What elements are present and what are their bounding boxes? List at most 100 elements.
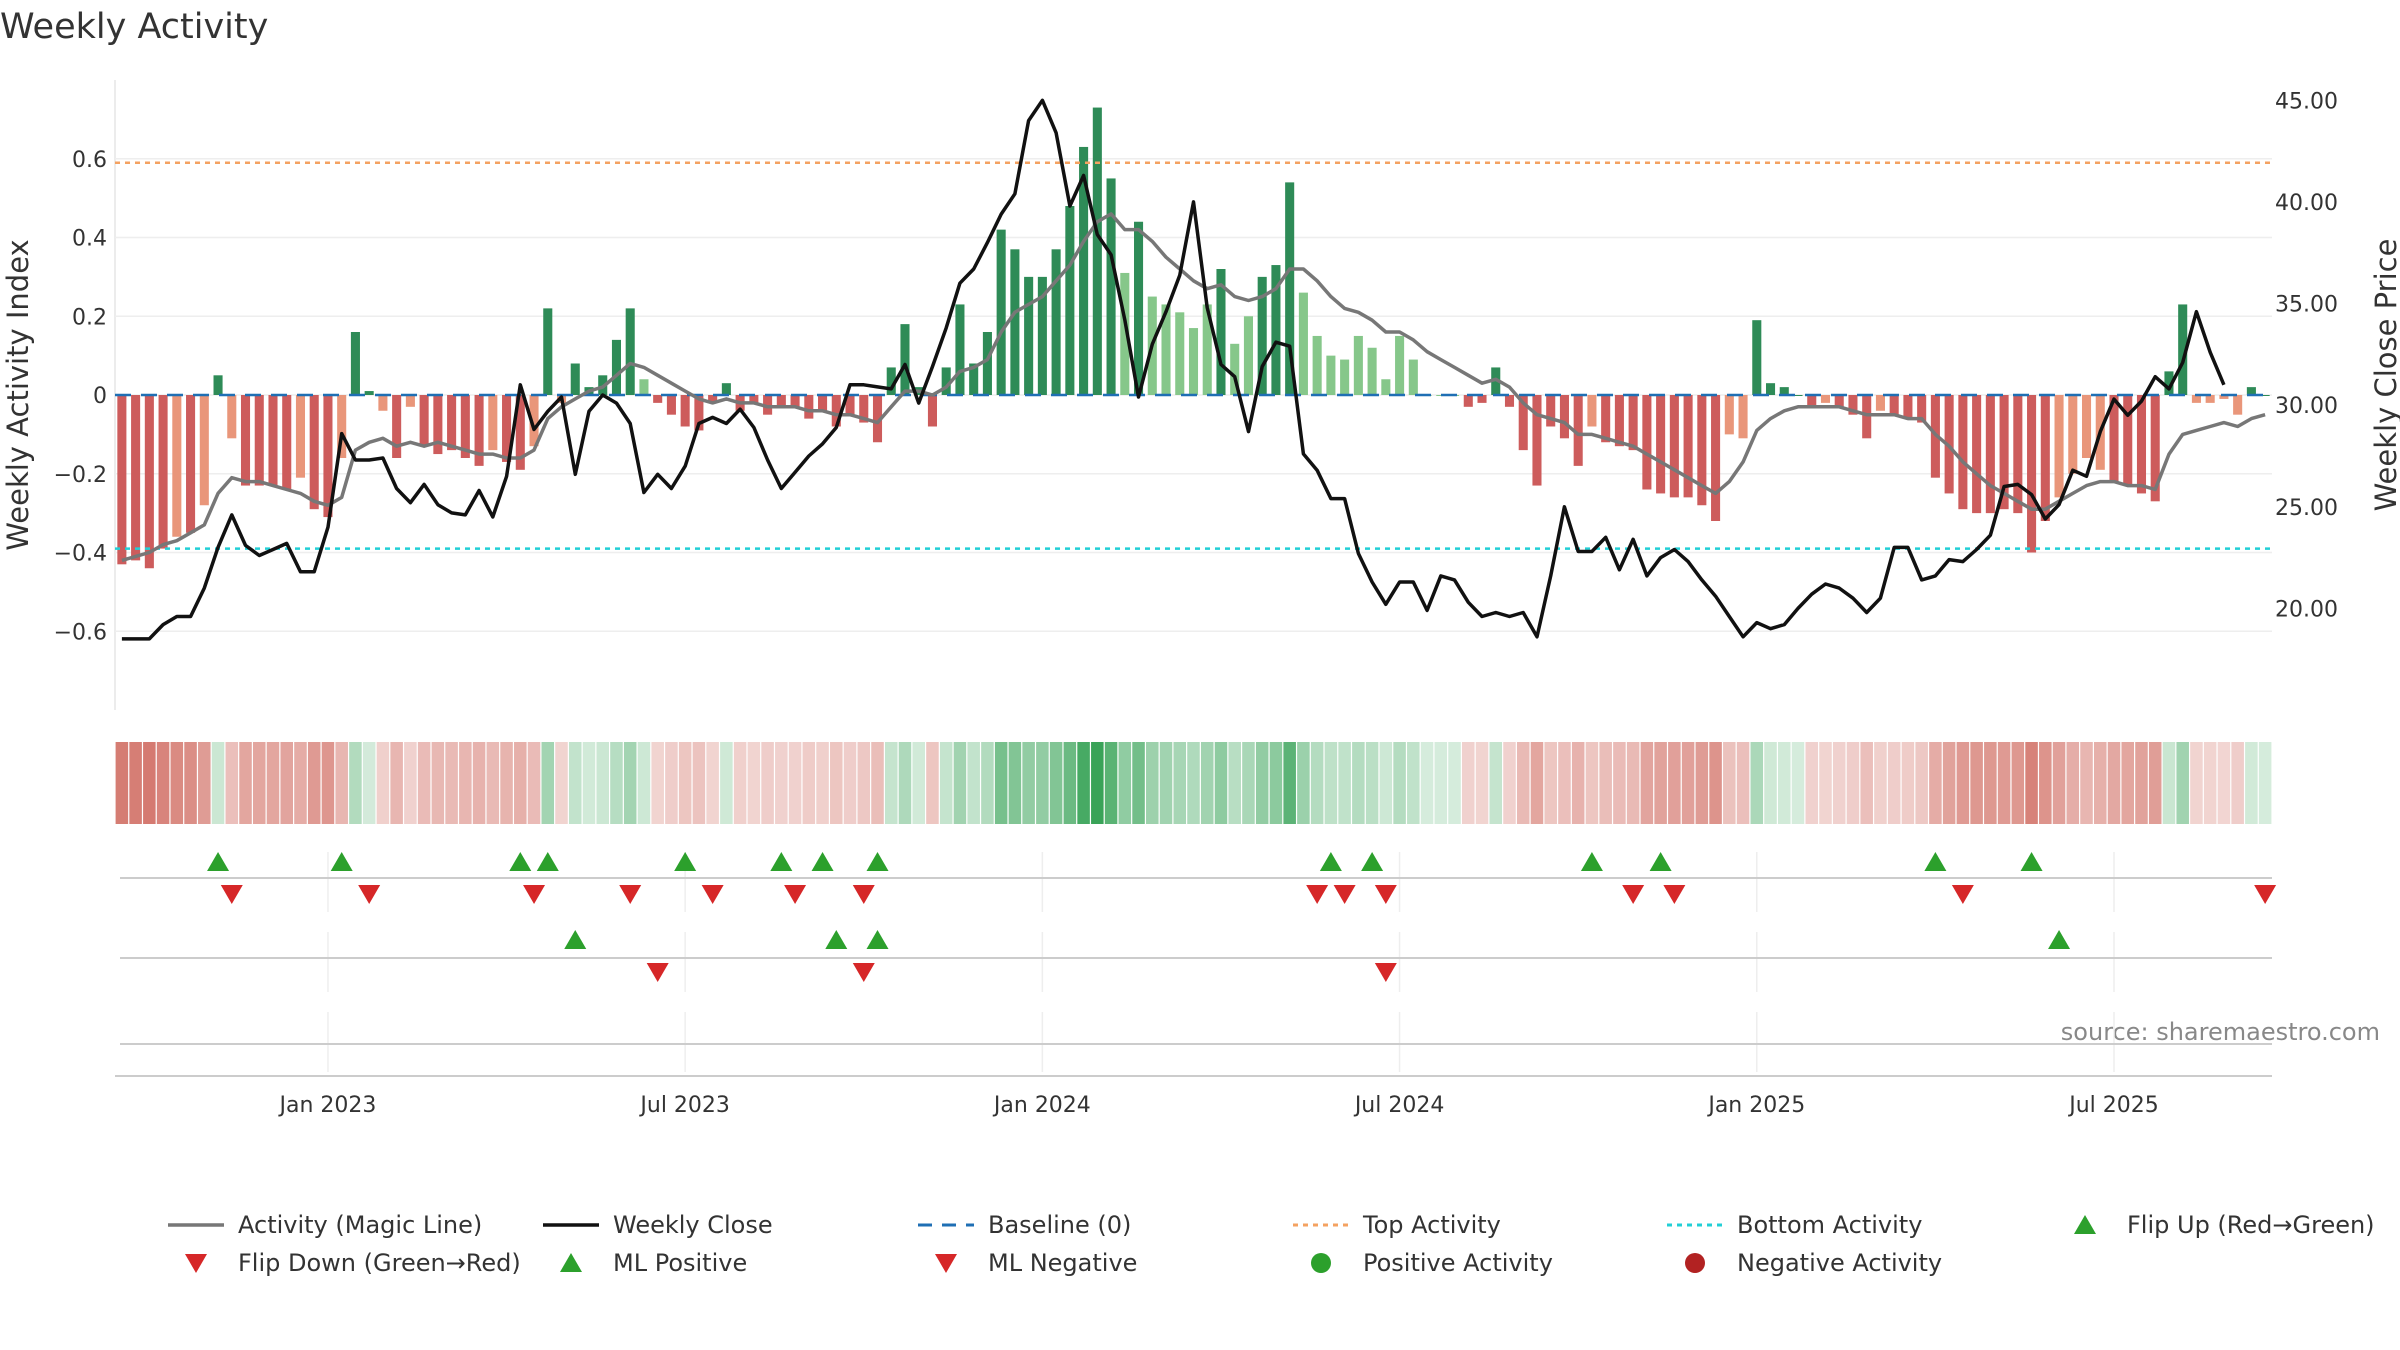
activity-bar xyxy=(295,395,306,478)
flip-down-marker xyxy=(2254,885,2277,904)
heat-cell xyxy=(637,742,651,824)
activity-bar xyxy=(1958,395,1968,510)
activity-bar xyxy=(639,379,649,395)
heat-cell xyxy=(1970,742,1983,824)
heat-cell xyxy=(568,742,582,824)
heat-cell xyxy=(294,742,307,824)
heat-cell xyxy=(1571,742,1585,824)
flip-up-marker xyxy=(1580,852,1603,871)
activity-bar xyxy=(364,391,374,395)
heat-cell xyxy=(129,742,142,824)
heat-cell xyxy=(1956,742,1970,824)
activity-bar xyxy=(1408,359,1418,395)
legend-swatch xyxy=(935,1254,957,1273)
activity-bar xyxy=(405,395,415,407)
heat-cell xyxy=(1269,742,1283,824)
heat-cell xyxy=(1448,742,1461,824)
activity-bar xyxy=(1092,107,1102,395)
activity-bar xyxy=(1230,343,1240,395)
heat-cell xyxy=(967,742,980,824)
heat-cell xyxy=(1750,742,1764,824)
activity-bar xyxy=(1765,383,1776,395)
heat-cell xyxy=(143,742,156,824)
activity-bar xyxy=(240,395,251,486)
heat-cell xyxy=(1530,742,1544,824)
heat-cell xyxy=(252,742,266,824)
activity-bar xyxy=(955,304,965,395)
heat-cell xyxy=(1654,742,1667,824)
heat-cell xyxy=(871,742,884,824)
activity-bar xyxy=(2205,395,2215,403)
heat-cell xyxy=(2052,742,2066,824)
heat-cell xyxy=(1077,742,1090,824)
flip-up-marker xyxy=(674,852,697,871)
legend-swatch xyxy=(1685,1253,1705,1273)
heat-cell xyxy=(1997,742,2011,824)
legend-item: Weekly Close xyxy=(543,1211,773,1239)
activity-bar xyxy=(1752,320,1762,395)
activity-bar xyxy=(1779,387,1789,395)
heat-cell xyxy=(1132,742,1145,824)
heat-cell xyxy=(1695,742,1709,824)
flip-down-marker xyxy=(220,885,243,904)
ml-negative-marker xyxy=(852,963,875,982)
activity-bar xyxy=(886,367,896,395)
activity-bar xyxy=(1079,146,1089,395)
legend-label: Weekly Close xyxy=(613,1211,773,1239)
activity-bar xyxy=(350,332,360,395)
flip-down-marker xyxy=(1622,885,1645,904)
activity-bar xyxy=(1724,395,1734,435)
activity-bar xyxy=(776,395,786,407)
activity-bar xyxy=(1683,395,1693,498)
activity-bar xyxy=(1477,395,1487,403)
activity-bar xyxy=(1436,395,1446,396)
activity-bar xyxy=(186,395,196,533)
legend-item: Flip Down (Green→Red) xyxy=(185,1249,521,1277)
activity-bar xyxy=(1312,335,1322,395)
activity-bar xyxy=(872,395,883,443)
heat-cell xyxy=(1310,742,1324,824)
left-axis-ticks: 0.6 0.4 0.2 0 −0.2 −0.4 −0.6 xyxy=(54,148,107,646)
legend-label: ML Negative xyxy=(988,1249,1137,1277)
activity-bar xyxy=(804,395,814,419)
left-tick-label: 0 xyxy=(93,384,107,409)
heat-cell xyxy=(2190,742,2203,824)
x-tick-label: Jan 2023 xyxy=(277,1093,376,1118)
activity-bar xyxy=(172,395,182,537)
heat-cell xyxy=(514,742,527,824)
legend-label: ML Positive xyxy=(613,1249,747,1277)
heat-cell xyxy=(1022,742,1035,824)
heat-cell xyxy=(1778,742,1791,824)
legend-swatch xyxy=(560,1253,582,1272)
activity-bar xyxy=(1985,395,1995,514)
heat-cell xyxy=(651,742,664,824)
activity-bar xyxy=(488,395,498,451)
heat-cell xyxy=(2107,742,2121,824)
activity-bar xyxy=(337,395,347,458)
heat-cell xyxy=(472,742,486,824)
activity-bar xyxy=(1903,395,1913,419)
legend-item: Positive Activity xyxy=(1311,1249,1553,1277)
heat-cell xyxy=(1791,742,1805,824)
heat-cell xyxy=(1764,742,1777,824)
flip-up-marker xyxy=(1361,852,1384,871)
activity-bar xyxy=(1271,265,1281,395)
activity-bar xyxy=(1738,395,1748,439)
activity-bar xyxy=(969,363,979,395)
activity-bar xyxy=(1573,395,1583,466)
heat-cell xyxy=(2011,742,2025,824)
heat-cell xyxy=(1008,742,1022,824)
ml-negative-marker xyxy=(646,963,669,982)
flip-down-marker xyxy=(701,885,724,904)
activity-bar xyxy=(1037,276,1047,395)
legend-label: Flip Up (Red→Green) xyxy=(2127,1211,2375,1239)
legend-label: Top Activity xyxy=(1362,1211,1501,1239)
heat-cell xyxy=(2121,742,2135,824)
activity-bar xyxy=(268,395,278,486)
activity-bar xyxy=(941,367,951,395)
legend-label: Bottom Activity xyxy=(1737,1211,1922,1239)
activity-bar xyxy=(2246,387,2256,395)
heat-cell xyxy=(1297,742,1310,824)
activity-bar xyxy=(1614,395,1624,447)
